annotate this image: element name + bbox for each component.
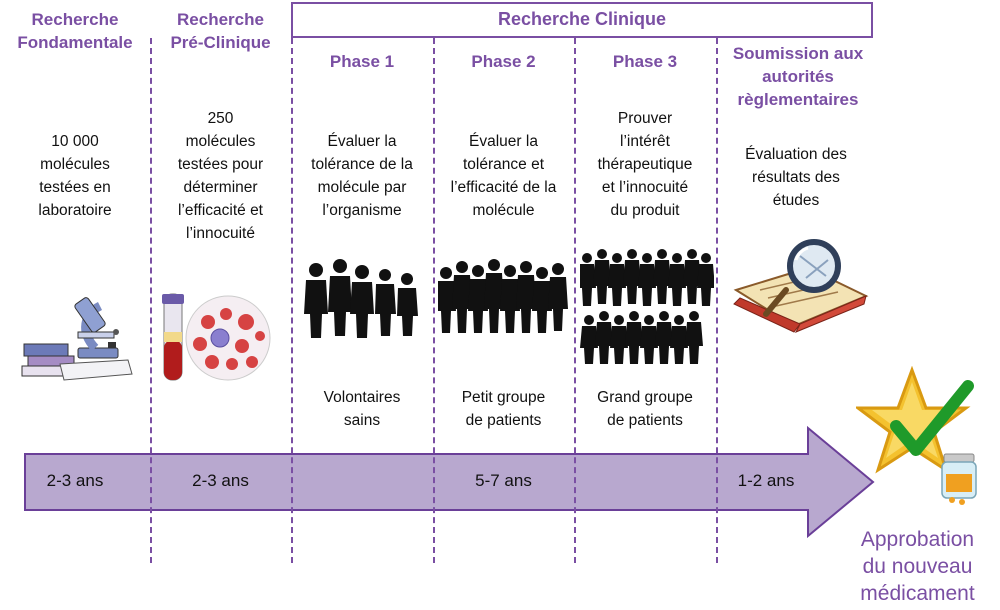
desc-line: Prouver	[617, 110, 673, 127]
phase2-group: Petit groupe de patients	[433, 386, 574, 432]
soumission-title-line2: autorités	[762, 67, 834, 86]
phase2-title: Phase 2	[471, 52, 536, 71]
desc-line: molécules	[185, 133, 256, 150]
phase1-title: Phase 1	[329, 52, 395, 71]
phase2-desc: Évaluer la tolérance et l’efficacité de …	[433, 130, 574, 222]
group-line: Petit groupe	[461, 389, 546, 406]
desc-line: l’efficacité de la	[450, 179, 557, 196]
divider-4	[574, 38, 576, 563]
stage-soumission-desc: Évaluation des résultats des études	[716, 143, 876, 212]
desc-line: du produit	[610, 202, 680, 219]
phase1-group: Volontaires sains	[291, 386, 433, 432]
desc-line: et l’innocuité	[601, 179, 689, 196]
people-silhouettes-icon	[438, 259, 568, 333]
duration-preclinique: 2-3 ans	[192, 471, 249, 490]
clinical-research-header: Recherche Clinique	[291, 2, 873, 38]
desc-line: molécule par	[317, 179, 407, 196]
desc-line: l’intérêt	[620, 133, 670, 150]
clinical-research-title: Recherche Clinique	[497, 9, 667, 29]
group-line: de patients	[465, 412, 542, 429]
approval-line3: médicament	[860, 582, 975, 605]
stage-preclinique-title-line2: Pré-Clinique	[170, 33, 271, 52]
divider-2	[291, 38, 293, 563]
star-checkmark-icon	[856, 366, 977, 505]
group-line: Volontaires	[323, 389, 401, 406]
desc-line: testées pour	[177, 156, 264, 173]
desc-line: l’organisme	[322, 202, 402, 219]
desc-line: l’innocuité	[186, 225, 255, 242]
desc-line: déterminer	[183, 179, 258, 196]
microscope-icon	[21, 297, 133, 381]
phase1-desc: Évaluer la tolérance de la molécule par …	[291, 130, 433, 222]
stage-fondamentale-desc: 10 000 molécules testées en laboratoire	[0, 130, 150, 222]
stage-fondamentale-title-line1: Recherche	[31, 10, 119, 29]
soumission-title-line1: Soumission aux	[732, 44, 864, 63]
phase3-group: Grand groupe de patients	[574, 386, 716, 432]
group-line: Grand groupe	[597, 389, 693, 406]
timeline-arrow-shape	[24, 425, 875, 539]
stage-fondamentale-title: Recherche Fondamentale	[0, 8, 150, 54]
duration-soumission: 1-2 ans	[737, 471, 795, 490]
blood-cells-icon	[162, 293, 271, 381]
desc-line: l’efficacité et	[177, 202, 263, 219]
approval-label: Approbation du nouveau médicament	[835, 526, 1000, 607]
approval-line2: du nouveau	[862, 555, 973, 578]
desc-line: Évaluer la	[469, 133, 538, 150]
soumission-title-line3: règlementaires	[737, 90, 859, 109]
desc-line: résultats des	[752, 169, 840, 186]
desc-line: molécule	[472, 202, 535, 219]
group-line: sains	[343, 412, 381, 429]
people-silhouettes-icon	[580, 249, 714, 364]
group-line: de patients	[607, 412, 683, 429]
desc-line: testées en	[39, 179, 111, 196]
desc-line: Évaluation des	[745, 146, 847, 163]
magnifying-glass-icon	[733, 239, 869, 333]
stage-preclinique-desc: 250 molécules testées pour déterminer l’…	[150, 107, 291, 245]
stage-soumission-title: Soumission aux autorités règlementaires	[716, 42, 880, 111]
desc-line: études	[772, 192, 820, 209]
people-silhouettes-icon	[304, 259, 418, 338]
desc-line: thérapeutique	[597, 156, 693, 173]
divider-5	[716, 38, 718, 563]
desc-line: Évaluer la	[327, 133, 397, 150]
phase3-desc: Prouver l’intérêt thérapeutique et l’inn…	[574, 107, 716, 222]
duration-clinique: 5-7 ans	[475, 471, 532, 490]
phase3-title: Phase 3	[612, 52, 678, 71]
divider-1	[150, 38, 152, 563]
desc-line: laboratoire	[38, 202, 112, 219]
divider-3	[433, 38, 435, 563]
desc-line: 10 000	[51, 133, 99, 150]
approval-line1: Approbation	[860, 528, 975, 551]
desc-line: tolérance et	[463, 156, 544, 173]
stage-preclinique-title: Recherche Pré-Clinique	[150, 8, 291, 54]
desc-line: 250	[207, 110, 234, 127]
desc-line: tolérance de la	[311, 156, 413, 173]
stage-preclinique-title-line1: Recherche	[177, 10, 264, 29]
desc-line: molécules	[40, 156, 110, 173]
duration-fondamentale: 2-3 ans	[46, 471, 104, 490]
stage-fondamentale-title-line2: Fondamentale	[17, 33, 133, 52]
